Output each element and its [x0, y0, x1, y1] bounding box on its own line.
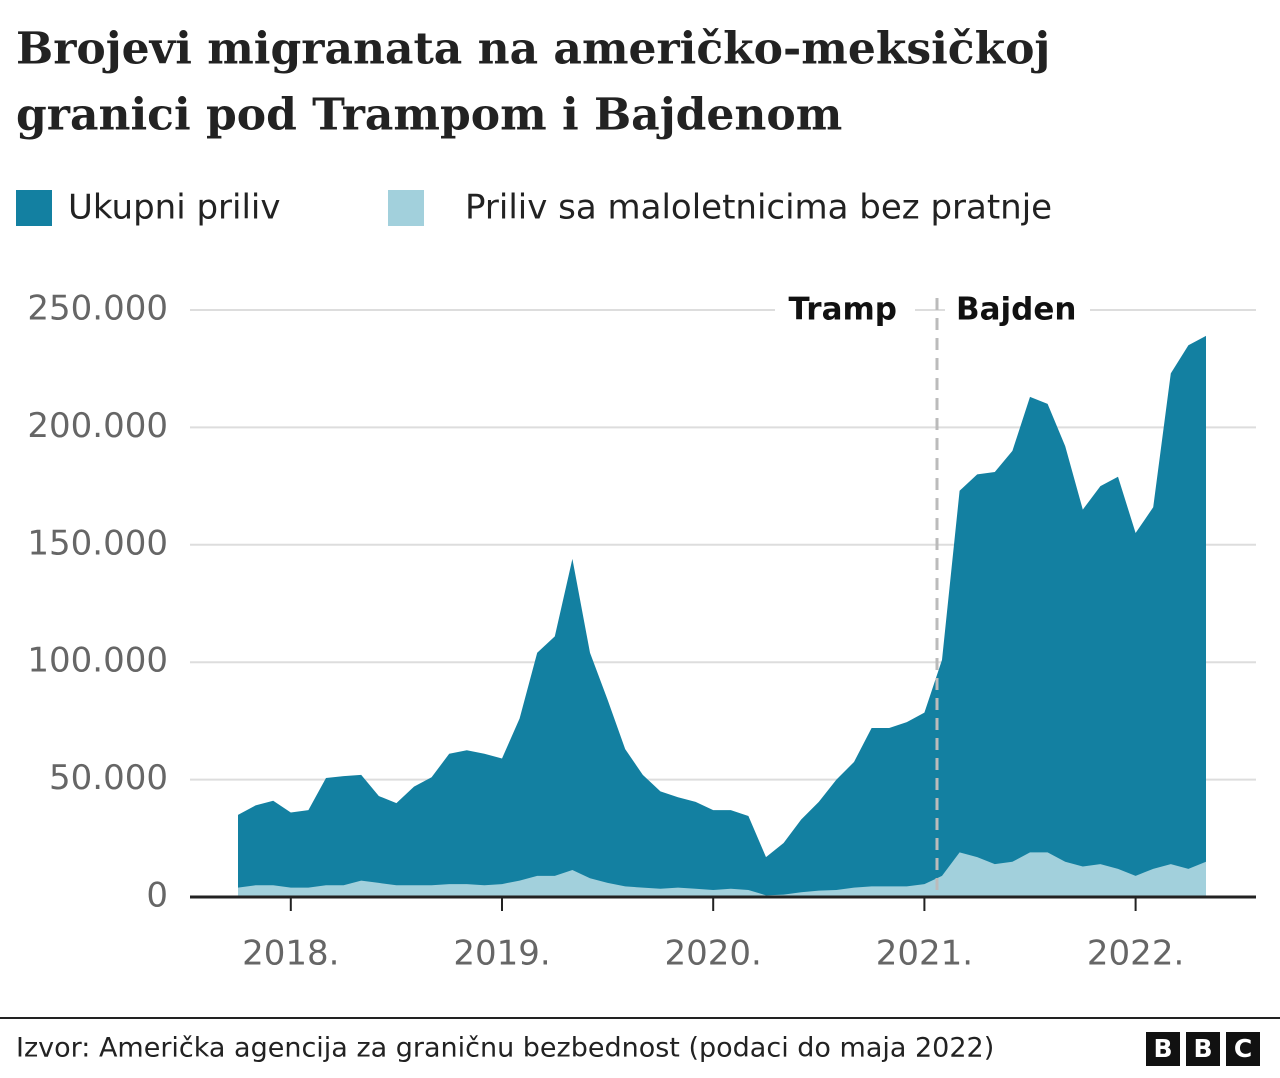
plot: 0 50.000 100.000 150.000 200.000 250.000 2018.…: [27, 289, 1256, 974]
logo-letter: C: [1234, 1034, 1252, 1063]
logo-letter: B: [1153, 1034, 1172, 1063]
y-tick-label: 150.000: [27, 523, 168, 563]
area: [238, 335, 1206, 897]
logo: B B C: [1146, 1032, 1260, 1066]
area: [238, 852, 1206, 897]
legend-label: Priliv sa maloletnicima bez pratnje: [465, 188, 1052, 228]
logo-box: [1186, 1032, 1220, 1066]
label-bg: [775, 290, 915, 332]
chart-title: granici pod Trampom i Bajdenom: [16, 90, 842, 141]
y-tick-label: 200.000: [27, 406, 168, 446]
legend-swatch: [16, 190, 52, 226]
annotation: Bajden: [956, 292, 1076, 328]
x-tick-label: 2022.: [1087, 934, 1184, 974]
y-tick-label: 0: [146, 876, 168, 916]
logo-box: [1146, 1032, 1180, 1066]
x-tick-label: 2019.: [453, 934, 550, 974]
legend-swatch: [388, 190, 424, 226]
y-tick-label: 100.000: [27, 641, 168, 681]
x-tick-label: 2021.: [876, 934, 973, 974]
chart-title: Brojevi migranata na američko-meksičkoj: [16, 24, 1050, 75]
logo-letter: B: [1193, 1034, 1212, 1063]
label-bg: [945, 290, 1090, 332]
source: Izvor: Američka agencija za graničnu bez…: [16, 1033, 994, 1064]
legend-label: Ukupni priliv: [68, 188, 280, 228]
y-tick-label: 50.000: [49, 758, 168, 798]
y-tick-label: 250.000: [27, 289, 168, 329]
x-tick-label: 2018.: [242, 934, 339, 974]
logo-box: [1226, 1032, 1260, 1066]
x-tick-label: 2020.: [665, 934, 762, 974]
annotation: Tramp: [789, 292, 897, 328]
